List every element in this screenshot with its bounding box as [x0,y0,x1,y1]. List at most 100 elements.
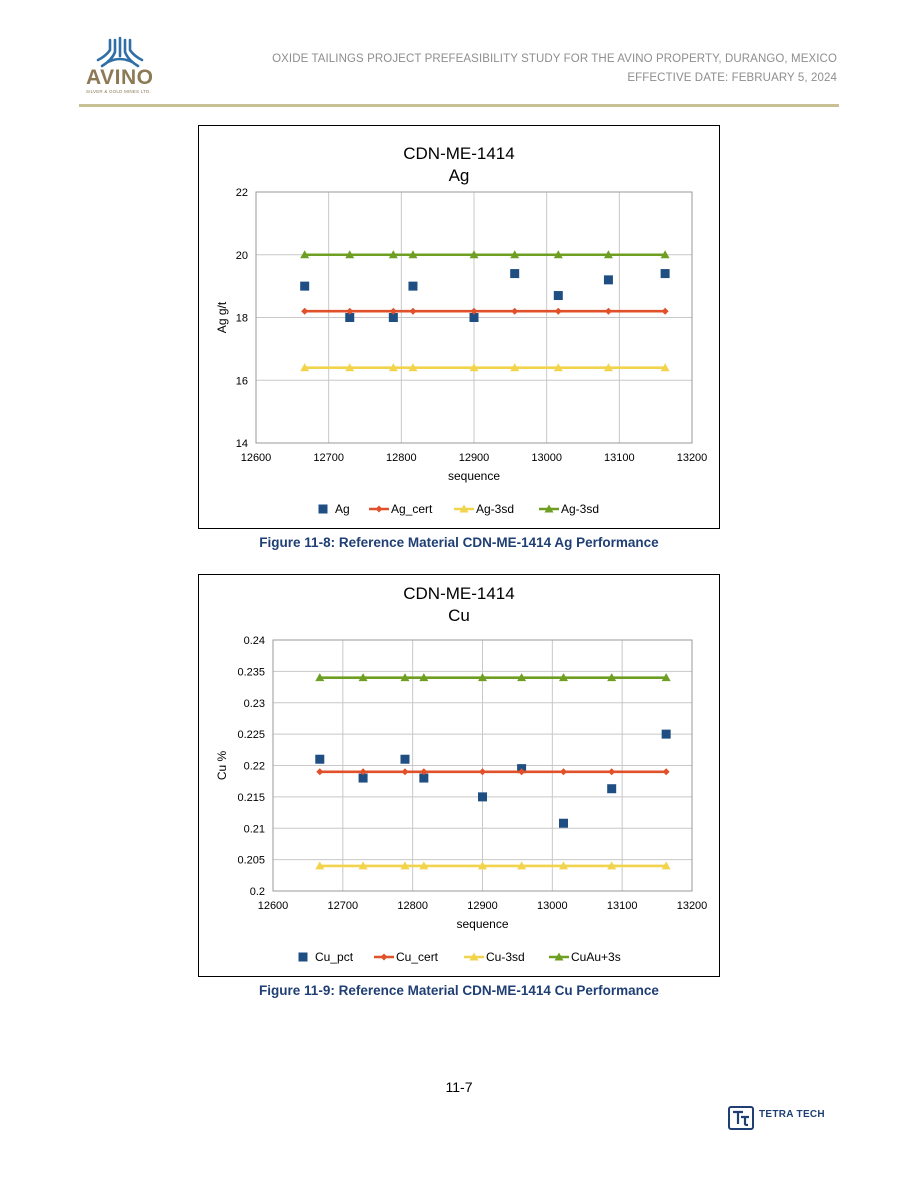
data-point [401,768,409,776]
x-tick-label: 12600 [241,452,272,464]
data-point [389,307,397,315]
avino-logo-icon [96,36,144,68]
legend-label: Cu_pct [315,950,354,964]
y-tick-label: 14 [236,438,248,450]
y-tick-label: 0.225 [237,729,265,741]
data-point [661,673,671,682]
chart-subtitle: Cu [448,606,470,625]
data-point [603,250,613,259]
figure-caption-ag: Figure 11-8: Reference Material CDN-ME-1… [259,535,659,550]
data-point [603,363,613,372]
data-point [358,773,368,783]
data-point [518,768,526,776]
y-tick-label: 0.22 [244,761,265,773]
data-point [553,291,563,301]
x-tick-label: 12900 [467,900,498,912]
logo-wordmark: AVINO [86,66,154,89]
x-tick-label: 12900 [459,452,490,464]
y-tick-label: 22 [236,187,248,199]
data-point [470,307,478,315]
x-tick-label: 12800 [386,452,417,464]
chart-ag-container: CDN-ME-1414 Ag 12600 12700 12800 12900 13000 13… [198,125,720,529]
x-tick-label: 13000 [537,900,568,912]
data-point [408,250,418,259]
data-point [607,784,617,794]
legend-marker [459,504,469,513]
page-number: 11-7 [445,1079,473,1095]
legend-label: Cu-3sd [486,950,525,964]
y-tick-label: 0.23 [244,698,265,710]
data-point [400,673,410,682]
y-axis-label: Cu % [215,750,229,780]
header-rule [79,104,839,107]
chart-title: CDN-ME-1414 [403,144,514,163]
data-point [553,250,563,259]
data-point [560,768,568,776]
legend-marker [318,504,328,514]
y-tick-label: 16 [236,375,248,387]
y-tick-label: 0.24 [244,635,265,647]
x-tick-label: 13100 [604,452,635,464]
data-point [559,818,569,828]
data-point [408,363,418,372]
data-point [510,250,520,259]
data-point [359,768,367,776]
chart-title: CDN-ME-1414 [403,584,514,603]
y-tick-label: 0.235 [237,666,265,678]
legend-marker [469,952,479,961]
data-point [554,307,562,315]
data-point [419,773,429,783]
plot-area [272,639,693,892]
tetra-tech-logo-icon [728,1106,754,1130]
legend-marker [554,952,564,961]
y-tick-label: 18 [236,313,248,325]
y-tick-label: 0.215 [237,792,265,804]
data-point [553,363,563,372]
legend-label: Ag [335,502,350,516]
x-tick-label: 13100 [607,900,638,912]
logo-subtitle: SILVER & GOLD MINES LTD. [86,89,151,94]
data-point [345,250,355,259]
chart-ag: CDN-ME-1414 Ag 12600 12700 12800 12900 13000 13… [215,144,707,516]
legend-label: Ag_cert [391,502,433,516]
data-point [345,363,355,372]
data-point [388,363,398,372]
x-tick-label: 12700 [328,900,359,912]
data-point [559,673,569,682]
data-point [478,792,487,802]
company-name: TETRA TECH [759,1109,825,1120]
data-point [300,363,310,372]
data-point [517,861,527,870]
data-point [469,363,479,372]
data-point [469,313,479,322]
data-point [608,768,616,776]
data-point [661,307,669,315]
legend-label: Ag-3sd [476,502,514,516]
data-point [662,768,670,776]
x-axis-label: sequence [448,469,500,483]
data-point [316,768,324,776]
data-point [388,250,398,259]
header-title: OXIDE TAILINGS PROJECT PREFEASIBILITY ST… [272,53,837,65]
data-point [469,250,479,259]
x-tick-label: 12800 [397,900,428,912]
data-point [510,363,520,372]
legend-label: Cu_cert [396,950,439,964]
data-point [661,861,671,870]
y-tick-label: 0.2 [250,886,265,898]
chart-cu: CDN-ME-1414 Cu 12600 12700 12800 12900 13000 13… [215,584,708,964]
data-point [660,363,670,372]
data-point [420,768,428,776]
y-axis-label: Ag g/t [215,301,229,333]
data-point [358,673,368,682]
data-point [510,269,520,279]
legend-label: CuAu+3s [571,950,621,964]
data-point [315,673,325,682]
y-tick-label: 20 [236,250,248,262]
data-point [478,673,487,682]
x-tick-label: 13200 [677,900,708,912]
data-point [517,673,527,682]
data-point [479,768,486,776]
x-tick-label: 12600 [258,900,289,912]
y-tick-label: 0.205 [237,855,265,867]
